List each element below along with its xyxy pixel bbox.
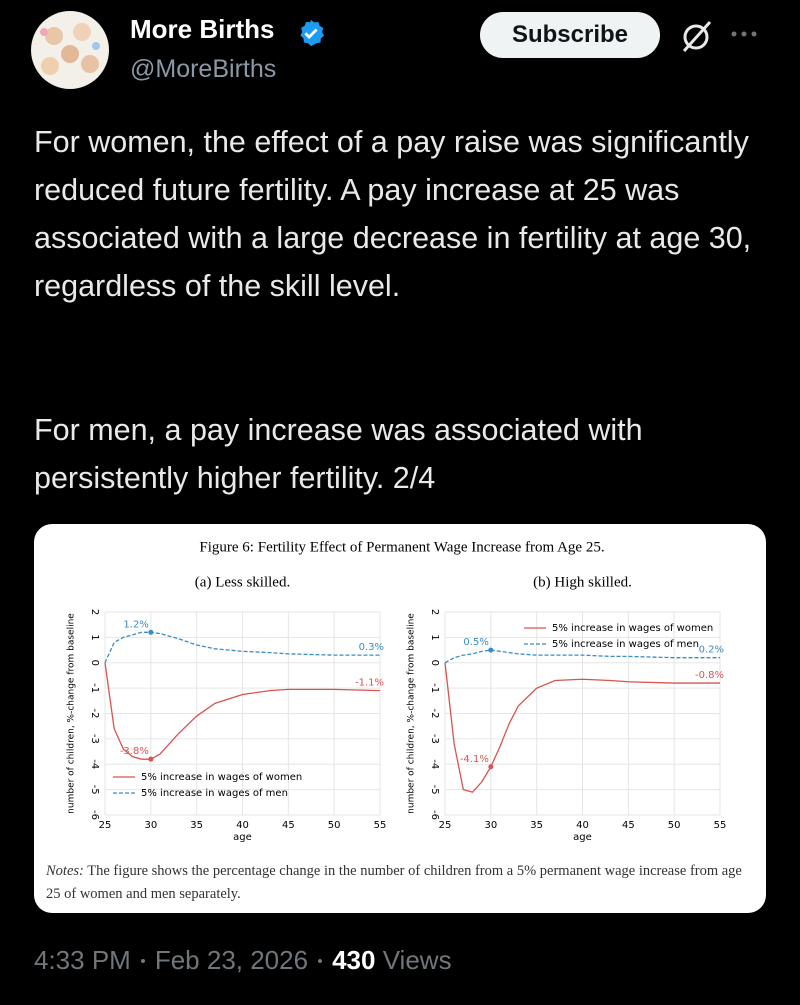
series-line [444, 649, 720, 664]
legend-label: 5% increase in wages of men [552, 639, 699, 650]
x-tick-label: 35 [190, 820, 203, 831]
x-tick-label: 55 [714, 820, 727, 831]
more-menu[interactable] [728, 26, 764, 42]
y-tick-label: -1 [429, 683, 440, 693]
separator [318, 958, 323, 963]
x-tick-label: 30 [484, 820, 497, 831]
author-name[interactable]: More Births [130, 14, 275, 44]
author-handle[interactable]: @MoreBirths [130, 55, 277, 83]
date[interactable]: Feb 23, 2026 [154, 945, 309, 975]
x-axis-label: age [573, 832, 592, 843]
verified-badge [300, 19, 324, 47]
separator [140, 958, 145, 963]
y-tick-label: 0 [89, 660, 100, 666]
figure-notes: Notes: The figure shows the percentage c… [46, 860, 756, 906]
annotation-point [148, 629, 154, 635]
y-tick-label: -6 [429, 810, 440, 820]
legend-label: 5% increase in wages of women [552, 623, 713, 634]
y-tick-label: -1 [89, 683, 100, 693]
series-line [104, 631, 380, 664]
notes-text: The figure shows the percentage change i… [46, 863, 742, 902]
x-tick-label: 40 [576, 820, 589, 831]
x-tick-label: 40 [236, 820, 249, 831]
y-tick-label: 0 [429, 660, 440, 666]
tweet-text: For women, the effect of a pay raise was… [34, 125, 752, 303]
series-line [444, 662, 720, 793]
view-count: 430 [332, 945, 376, 975]
y-tick-label: -3 [89, 734, 100, 744]
x-tick-label: 55 [374, 820, 387, 831]
annotation: 0.3% [359, 642, 384, 653]
figure-title: Figure 6: Fertility Effect of Permanent … [199, 539, 604, 555]
grok-icon[interactable] [676, 16, 716, 56]
annotation: 0.5% [463, 637, 488, 648]
chart-subtitle: (a) Less skilled. [195, 574, 290, 590]
y-tick-label: 2 [429, 609, 440, 615]
x-tick-label: 30 [144, 820, 157, 831]
y-tick-label: -3 [429, 734, 440, 744]
y-tick-label: -5 [429, 785, 440, 795]
legend-label: 5% increase in wages of women [141, 772, 302, 783]
y-tick-label: -4 [429, 759, 440, 769]
annotation: -3.8% [120, 746, 149, 757]
y-tick-label: -2 [429, 709, 440, 719]
annotation: -1.1% [355, 678, 384, 689]
chart-subtitle: (b) High skilled. [533, 574, 632, 590]
x-tick-label: 45 [282, 820, 295, 831]
annotation-point [488, 764, 494, 770]
subscribe-button[interactable]: Subscribe [480, 12, 660, 58]
series-line [104, 662, 381, 760]
annotation-point [148, 756, 154, 762]
tweet-meta: 4:33 PM Feb 23, 2026 430 Views [34, 945, 452, 976]
annotation: -0.8% [695, 670, 724, 681]
figure-image[interactable]: Figure 6: Fertility Effect of Permanent … [34, 524, 766, 913]
annotation: -4.1% [460, 754, 489, 765]
y-tick-label: -6 [89, 810, 100, 820]
annotation: 0.2% [699, 645, 724, 656]
y-axis-label: number of children, %-change from baseli… [67, 613, 77, 814]
x-tick-label: 25 [439, 820, 452, 831]
x-tick-label: 35 [530, 820, 543, 831]
annotation: 1.2% [123, 619, 148, 630]
annotation-point [488, 647, 494, 653]
y-tick-label: -5 [89, 785, 100, 795]
y-tick-label: 1 [89, 634, 100, 640]
x-tick-label: 25 [99, 820, 112, 831]
avatar[interactable] [30, 10, 110, 90]
y-tick-label: 2 [89, 609, 100, 615]
tweet-text: For men, a pay increase was associated w… [34, 413, 643, 495]
notes-label: Notes: [46, 863, 84, 879]
x-tick-label: 50 [328, 820, 341, 831]
legend-label: 5% increase in wages of men [141, 788, 288, 799]
x-tick-label: 45 [622, 820, 635, 831]
y-tick-label: -4 [89, 759, 100, 769]
y-tick-label: 1 [429, 634, 440, 640]
x-tick-label: 50 [668, 820, 681, 831]
y-axis-label: number of children, %-change from baseli… [407, 613, 417, 814]
x-axis-label: age [233, 832, 252, 843]
y-tick-label: -2 [89, 709, 100, 719]
views-label: Views [382, 945, 452, 975]
figure: Figure 6: Fertility Effect of Permanent … [67, 539, 727, 843]
time[interactable]: 4:33 PM [34, 945, 131, 975]
